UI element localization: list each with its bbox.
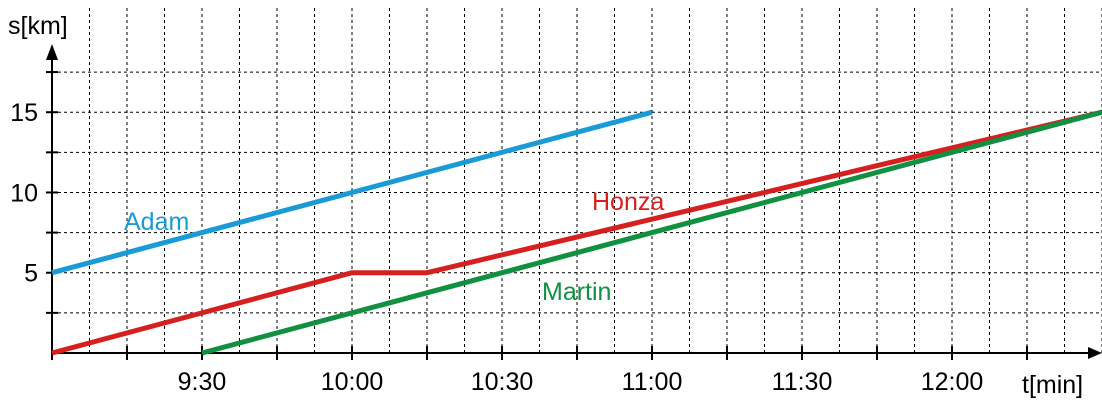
y-tick-label: 15 xyxy=(10,99,38,127)
grid xyxy=(52,8,1102,353)
x-tick-label: 11:00 xyxy=(622,368,683,396)
x-axis-title: t[min] xyxy=(1022,371,1083,399)
series-line-honza xyxy=(51,109,1102,356)
y-tick-label: 5 xyxy=(24,260,38,288)
x-tick-label: 9:30 xyxy=(178,368,227,396)
x-tick-label: 11:30 xyxy=(772,368,833,396)
x-tick-label: 12:00 xyxy=(921,368,984,396)
series-label-honza: Honza xyxy=(592,188,664,216)
series-line-martin xyxy=(201,109,1102,356)
y-axis-arrow xyxy=(46,44,58,60)
x-tick-label: 10:00 xyxy=(321,368,384,396)
x-axis-arrow xyxy=(1088,347,1102,359)
axes xyxy=(46,44,1102,360)
y-tick-label: 10 xyxy=(10,179,38,207)
y-axis-title: s[km] xyxy=(8,12,68,40)
series-label-martin: Martin xyxy=(542,278,611,306)
series-label-adam: Adam xyxy=(124,208,189,236)
series-lines xyxy=(51,109,1102,356)
x-tick-label: 10:30 xyxy=(471,368,534,396)
tick-labels: 9:30 10:00 10:30 11:00 11:30 12:00 5 10 15 xyxy=(10,99,983,396)
series-line-adam xyxy=(51,109,653,276)
